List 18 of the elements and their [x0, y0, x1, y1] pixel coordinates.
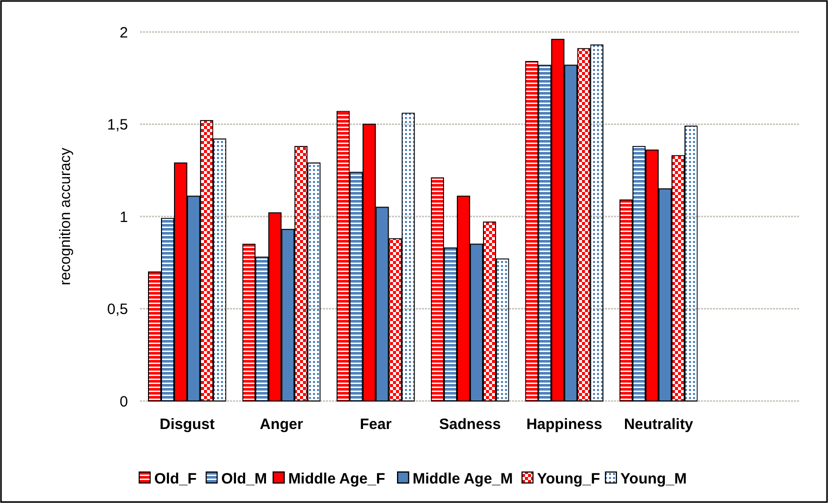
- legend-label: Middle Age_F: [288, 470, 386, 488]
- y-tick-label: 1: [120, 208, 128, 226]
- y-tick-label: 0,5: [107, 301, 128, 318]
- y-axis-title: recognition accuracy: [57, 147, 74, 286]
- legend-label: Middle Age_M: [412, 470, 513, 488]
- y-tick-label: 1,5: [107, 116, 128, 134]
- x-tick-label: Neutrality: [624, 416, 694, 433]
- legend-label: Old_F: [154, 470, 197, 488]
- y-tick-label: 0: [120, 393, 128, 410]
- x-tick-label: Anger: [260, 416, 304, 433]
- legend-label: Young_F: [537, 470, 600, 488]
- legend-label: Young_M: [620, 470, 687, 488]
- x-tick-label: Disgust: [160, 416, 215, 433]
- legend-label: Old_M: [221, 470, 268, 488]
- x-tick-label: Sadness: [439, 416, 501, 433]
- x-tick-label: Happiness: [526, 416, 602, 433]
- y-tick-label: 2: [120, 24, 128, 42]
- x-tick-label: Fear: [360, 416, 392, 433]
